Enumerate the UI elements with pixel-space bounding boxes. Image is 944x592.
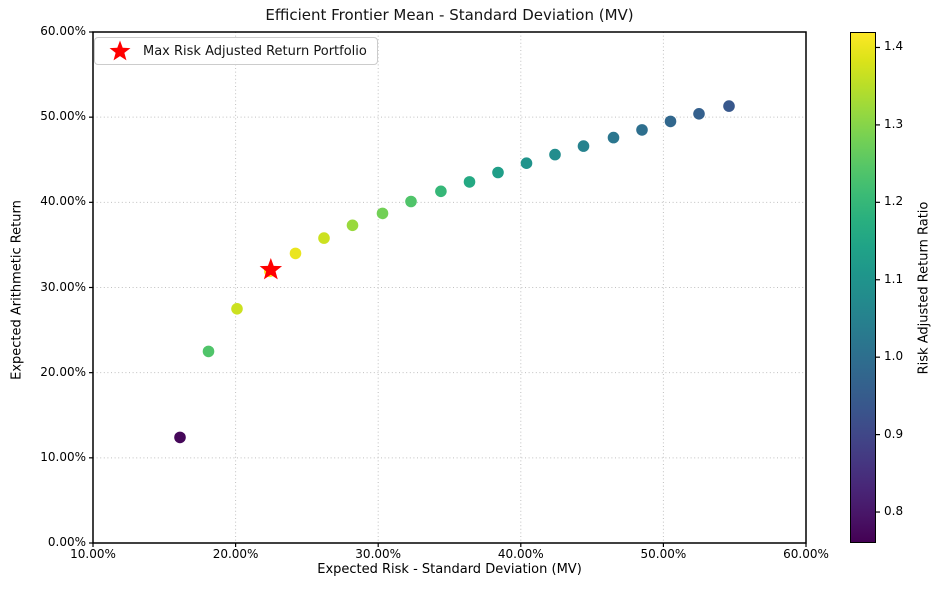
frontier-point [463,176,476,188]
x-tick-label: 30.00% [355,547,402,561]
colorbar-tick-label: 1.1 [884,271,904,286]
max-ratio-star-marker [259,258,283,280]
chart-title: Efficient Frontier Mean - Standard Devia… [265,6,634,24]
colorbar-tick-label: 0.8 [884,504,904,519]
frontier-point [492,166,504,179]
frontier-point [318,232,330,244]
y-tick-label: 20.00% [40,364,86,379]
frontier-point [435,185,447,198]
y-tick-label: 40.00% [40,194,86,209]
y-tick-label: 30.00% [40,279,86,294]
y-tick-label: 60.00% [40,24,86,38]
colorbar-tick-label: 1.2 [884,194,904,209]
colorbar-label: Risk Adjusted Return Ratio [916,201,932,375]
frontier-point [577,140,590,152]
x-tick-label: 10.00% [70,547,116,561]
frontier-point [549,148,561,161]
colorbar [850,32,876,543]
frontier-point [289,247,302,260]
frontier-point [723,100,735,112]
plot-area-border [92,31,807,544]
colorbar-tick-label: 0.9 [884,426,904,441]
x-tick-label: 40.00% [497,547,544,561]
colorbar-tick-label: 1.3 [884,116,904,131]
legend: Max Risk Adjusted Return Portfolio [94,37,378,65]
y-tick-label: 10.00% [40,449,86,464]
colorbar-tick-label: 1.0 [884,349,904,364]
x-tick-label: 20.00% [212,547,259,561]
legend-star-glyph [109,40,131,61]
legend-label: Max Risk Adjusted Return Portfolio [143,43,367,59]
y-tick-label: 50.00% [40,109,86,124]
frontier-point [405,195,417,208]
y-tick-label: 0.00% [47,535,86,549]
x-tick-label: 60.00% [783,547,829,561]
star-icon [109,40,131,61]
x-tick-label: 50.00% [640,547,687,561]
frontier-point [174,431,186,444]
frontier-point [607,131,620,144]
frontier-point [231,303,243,315]
colorbar-tick-label: 1.4 [884,39,904,54]
frontier-point [202,345,215,358]
frontier-point [520,157,533,169]
frontier-point [693,108,705,120]
frontier-point [636,124,648,136]
frontier-point [264,265,276,278]
frontier-point [664,115,677,128]
frontier-point [346,219,359,232]
frontier-point [376,207,389,220]
x-axis-label: Expected Risk - Standard Deviation (MV) [317,562,582,577]
